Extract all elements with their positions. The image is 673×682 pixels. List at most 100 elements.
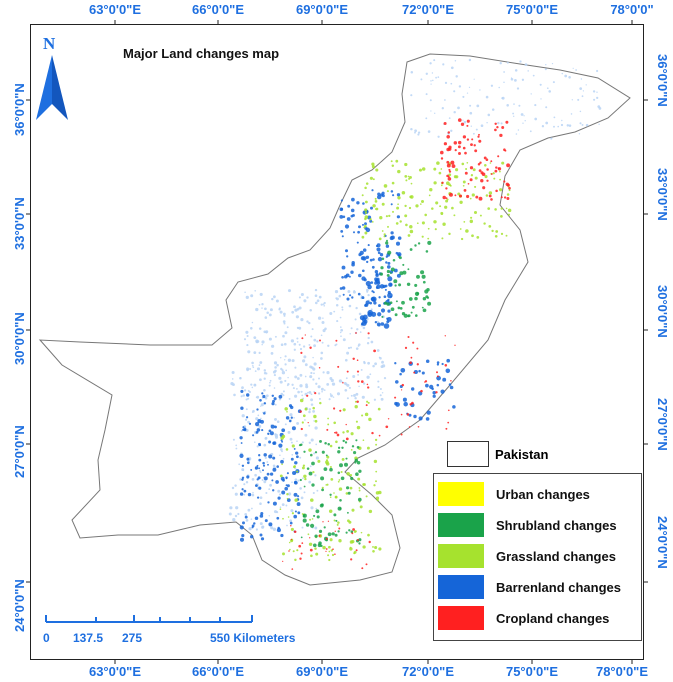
change-pixel [575, 69, 577, 71]
change-pixel [510, 77, 513, 79]
change-pixel [356, 241, 359, 244]
change-pixel [414, 244, 417, 247]
change-pixel [544, 68, 547, 71]
change-pixel [474, 149, 478, 153]
change-pixel [235, 444, 238, 447]
change-pixel [368, 540, 371, 544]
change-pixel [265, 491, 268, 495]
change-pixel [290, 441, 293, 444]
change-pixel [463, 221, 466, 223]
change-pixel [427, 237, 430, 240]
change-pixel [357, 374, 359, 376]
change-pixel [300, 536, 303, 539]
change-pixel [483, 222, 486, 225]
change-pixel [372, 204, 376, 208]
change-pixel [344, 388, 348, 392]
change-pixel [551, 62, 554, 65]
change-pixel [235, 447, 238, 450]
change-pixel [484, 175, 488, 179]
change-pixel [364, 211, 368, 214]
change-pixel [263, 480, 267, 484]
change-pixel [346, 217, 351, 221]
change-pixel [364, 215, 369, 219]
change-pixel [374, 545, 378, 550]
change-pixel [247, 508, 251, 512]
change-pixel [503, 180, 506, 183]
legend-item: Grassland changes [438, 544, 638, 570]
change-pixel [416, 363, 419, 366]
change-pixel [462, 146, 466, 150]
change-pixel [508, 186, 511, 190]
change-pixel [336, 297, 339, 301]
change-pixel [288, 492, 292, 496]
change-pixel [307, 421, 309, 424]
change-pixel [244, 513, 248, 516]
change-pixel [391, 164, 395, 168]
legend-swatch [438, 544, 484, 568]
change-pixel [241, 488, 244, 491]
change-pixel [561, 119, 563, 122]
change-pixel [425, 117, 428, 120]
change-pixel [263, 453, 267, 457]
change-pixel [429, 384, 434, 390]
change-pixel [314, 419, 318, 423]
change-pixel [276, 528, 281, 533]
change-pixel [261, 429, 264, 432]
change-pixel [512, 112, 515, 115]
change-pixel [353, 394, 356, 397]
change-pixel [379, 284, 385, 289]
change-pixel [463, 189, 467, 192]
change-pixel [485, 194, 489, 197]
change-pixel [308, 448, 312, 452]
change-pixel [390, 267, 395, 272]
change-pixel [385, 241, 389, 245]
change-pixel [441, 237, 444, 240]
change-pixel [497, 167, 500, 170]
change-pixel [437, 76, 440, 78]
change-pixel [281, 369, 284, 372]
change-pixel [366, 446, 370, 450]
change-pixel [416, 347, 419, 350]
change-pixel [291, 481, 293, 484]
change-pixel [550, 137, 553, 140]
change-pixel [495, 189, 498, 193]
change-pixel [285, 448, 289, 451]
change-pixel [276, 465, 279, 468]
change-pixel [501, 97, 504, 100]
change-pixel [361, 414, 364, 417]
change-pixel [302, 345, 306, 348]
change-pixel [373, 459, 378, 464]
change-pixel [450, 380, 452, 382]
change-pixel [434, 112, 436, 115]
change-pixel [245, 408, 248, 411]
change-pixel [449, 385, 454, 390]
change-pixel [473, 210, 478, 215]
change-pixel [251, 361, 254, 365]
change-pixel [403, 401, 408, 407]
change-pixel [390, 190, 394, 193]
change-pixel [259, 471, 262, 473]
change-pixel [231, 486, 235, 490]
change-pixel [438, 171, 442, 175]
change-pixel [375, 272, 379, 276]
change-pixel [261, 525, 265, 529]
change-pixel [338, 487, 343, 491]
change-pixel [429, 99, 432, 102]
change-pixel [495, 166, 498, 169]
change-pixel [261, 343, 263, 346]
change-pixel [341, 457, 345, 461]
change-pixel [439, 205, 442, 208]
change-pixel [245, 481, 249, 484]
change-pixel [405, 223, 408, 227]
change-pixel [254, 516, 259, 521]
change-pixel [377, 386, 380, 389]
change-pixel [294, 308, 298, 312]
change-pixel [287, 376, 289, 379]
change-pixel [391, 181, 395, 185]
change-pixel [409, 195, 413, 199]
change-pixel [276, 420, 280, 424]
change-pixel [291, 444, 295, 448]
legend-swatch [438, 513, 484, 537]
change-pixel [486, 121, 488, 124]
change-pixel [358, 225, 361, 229]
